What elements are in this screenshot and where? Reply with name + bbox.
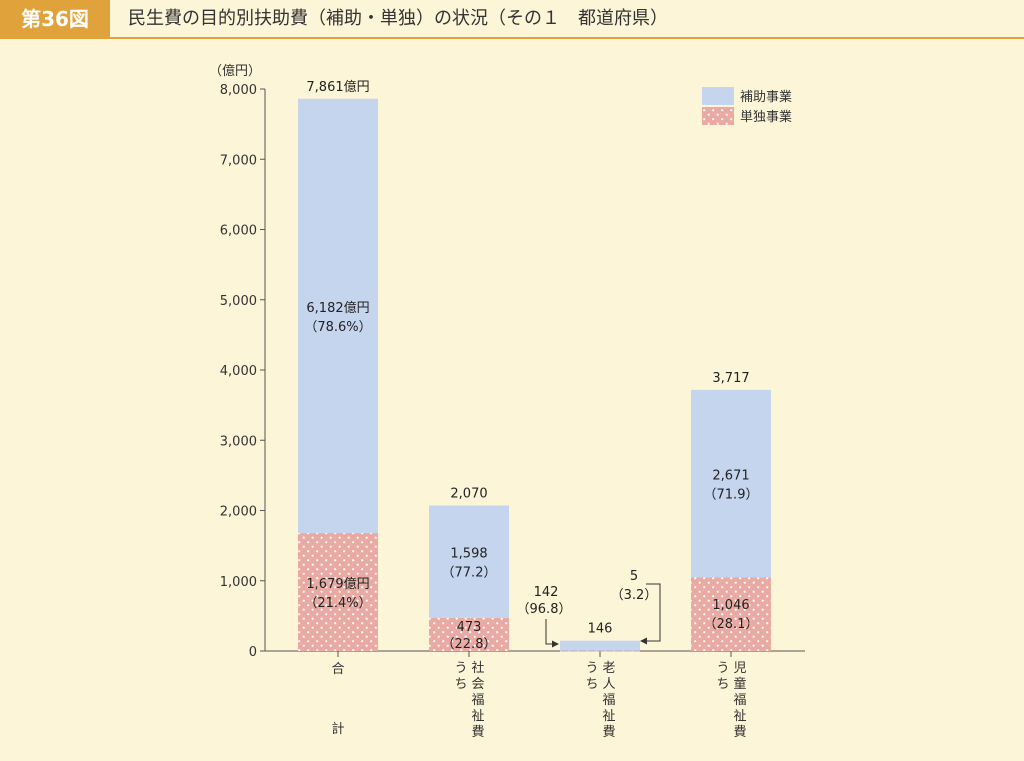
data-label-hojo: 1,598 — [450, 547, 487, 562]
legend-label: 補助事業 — [740, 89, 792, 105]
legend-swatch — [702, 107, 734, 125]
data-label-tandoku: 473 — [457, 620, 482, 635]
bar-hojo — [429, 505, 509, 618]
category-label: ち — [585, 677, 598, 692]
category-label: 祉 — [602, 709, 615, 724]
data-label-tandoku: 1,046 — [712, 598, 749, 613]
bar-hojo — [298, 98, 378, 534]
bar-hojo — [691, 389, 771, 578]
category-label: う — [585, 661, 598, 676]
category-label: 祉 — [471, 709, 484, 724]
category-label: う — [454, 661, 467, 676]
bar-tandoku — [298, 533, 378, 651]
data-label-total: 2,070 — [450, 487, 487, 502]
bar-tandoku — [429, 617, 509, 651]
legend-swatch — [702, 87, 734, 105]
category-label: ち — [716, 677, 729, 692]
bar-tandoku — [691, 577, 771, 651]
legend-label: 単独事業 — [740, 109, 792, 125]
category-label: 費 — [733, 725, 746, 740]
callout-arrow-tandoku — [640, 583, 661, 645]
category-label: 合 — [331, 662, 344, 677]
category-label: 費 — [602, 725, 615, 740]
data-label-hojo: 142 — [534, 585, 559, 600]
category-label: 児 — [733, 661, 746, 676]
category-label: 計 — [331, 721, 344, 737]
data-label-total: 146 — [588, 622, 613, 637]
data-label-hojo-pct: （96.8） — [517, 602, 572, 617]
category-label: 人 — [602, 677, 615, 692]
data-label-tandoku-pct: （22.8） — [442, 637, 497, 652]
y-tick-label: 6,000 — [220, 224, 257, 239]
figure-title: 民生費の目的別扶助費（補助・単独）の状況（その１ 都道府県） — [128, 8, 668, 29]
data-label-total: 7,861億円 — [306, 79, 369, 95]
category-label: 童 — [733, 676, 746, 692]
data-label-tandoku-pct: （28.1） — [704, 617, 759, 632]
callout-arrow-hojo — [545, 619, 559, 648]
y-tick-label: 8,000 — [220, 83, 257, 98]
data-label-total: 3,717 — [712, 371, 749, 386]
header-rule — [0, 37, 1024, 39]
category-label: 老 — [602, 661, 615, 676]
category-label: 会 — [471, 677, 484, 692]
data-label-hojo-pct: （77.2） — [442, 566, 497, 581]
category-label: 祉 — [733, 709, 746, 724]
figure-number: 第36図 — [0, 0, 110, 38]
data-label-tandoku-pct: （3.2） — [611, 588, 658, 603]
category-label: 福 — [602, 693, 615, 708]
y-tick-label: 0 — [249, 645, 257, 660]
data-label-hojo: 6,182億円 — [306, 300, 369, 316]
figure-header: 第36図 民生費の目的別扶助費（補助・単独）の状況（その１ 都道府県） — [0, 0, 1024, 39]
data-label-tandoku: 5 — [630, 569, 638, 584]
data-label-tandoku: 1,679億円 — [306, 576, 369, 592]
data-label-hojo: 2,671 — [712, 469, 749, 484]
data-label-hojo-pct: （71.9） — [704, 488, 759, 503]
y-tick-label: 1,000 — [220, 575, 257, 590]
category-label: ち — [454, 677, 467, 692]
category-label: 福 — [471, 693, 484, 708]
y-tick-label: 2,000 — [220, 505, 257, 520]
data-label-hojo-pct: （78.6%） — [304, 320, 371, 335]
bar-hojo — [560, 640, 640, 651]
data-label-tandoku-pct: （21.4%） — [304, 596, 371, 611]
y-tick-label: 7,000 — [220, 153, 257, 168]
category-label: 社 — [471, 660, 484, 676]
category-label: 福 — [733, 693, 746, 708]
y-tick-label: 4,000 — [220, 364, 257, 379]
y-tick-label: 5,000 — [220, 294, 257, 309]
category-label: 費 — [471, 725, 484, 740]
y-unit-label: （億円） — [209, 63, 261, 79]
bar-tandoku — [560, 650, 640, 652]
y-tick-label: 3,000 — [220, 434, 257, 449]
category-label: う — [716, 661, 729, 676]
